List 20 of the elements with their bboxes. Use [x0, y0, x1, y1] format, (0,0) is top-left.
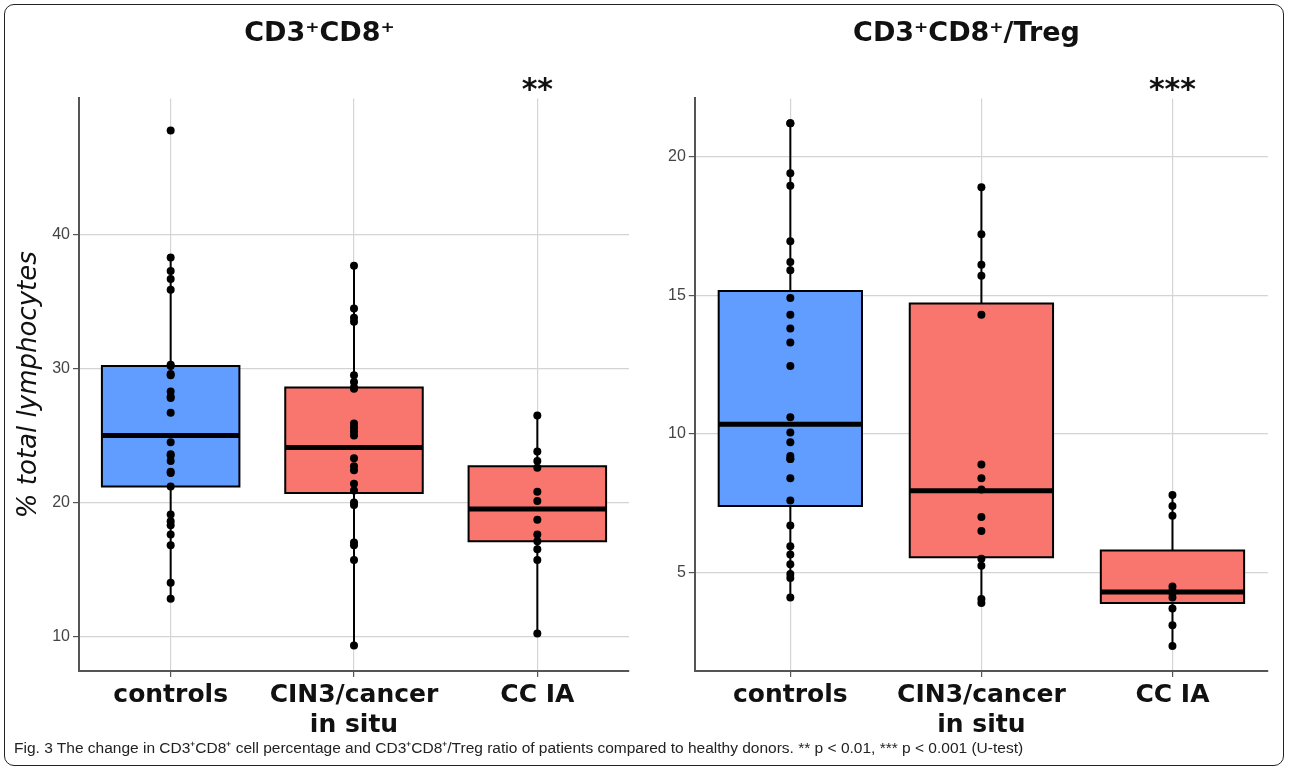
y-tick-label: 10 — [668, 424, 686, 442]
chart-title: CD3⁺CD8⁺/Treg — [853, 16, 1080, 48]
x-tick-label: CC IA — [500, 678, 575, 708]
annotation: *** — [1148, 71, 1197, 107]
y-tick-label: 10 — [52, 626, 71, 644]
caption: Fig. 3 The change in CD3⁺CD8⁺ cell percentage and CD3⁺CD8⁺/Treg ratio of patients compared to healthy donors. ** p < 0.01, *** p < 0.001 (U-test) — [14, 738, 1025, 758]
y-tick-label: 5 — [676, 562, 686, 580]
y-tick-label: 15 — [668, 285, 686, 303]
x-tick-label: controls — [732, 678, 848, 708]
x-tick-label: controls — [113, 678, 229, 708]
x-tick-label: CIN3/cancer in situ — [897, 678, 1067, 738]
y-tick-label: 20 — [668, 147, 686, 165]
x-tick-label: CIN3/cancer in situ — [269, 678, 440, 738]
y-tick-label: 20 — [52, 492, 71, 510]
chart-title: CD3⁺CD8⁺ — [244, 16, 395, 48]
annotation: ** — [521, 71, 554, 107]
x-tick-label: CC IA — [1135, 678, 1211, 708]
y-axis-title: % total lymphocytes — [12, 251, 43, 519]
y-tick-label: 30 — [52, 359, 71, 377]
y-tick-label: 40 — [52, 225, 71, 243]
